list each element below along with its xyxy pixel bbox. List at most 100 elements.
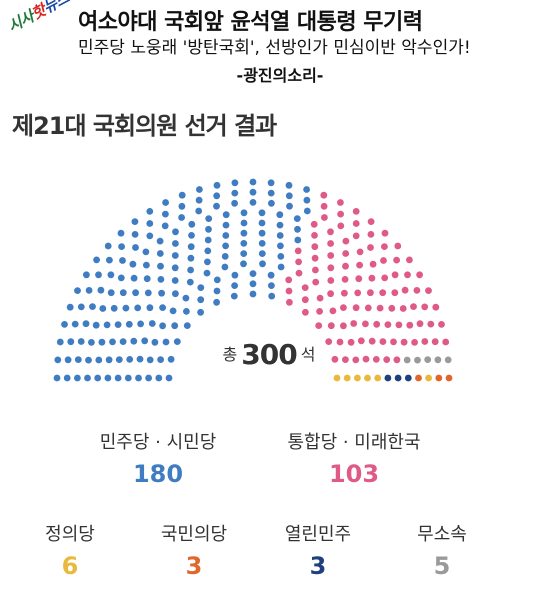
seat-dot xyxy=(425,374,432,382)
seat-dot xyxy=(142,248,150,256)
chart-title: 제21대 국회의원 선거 결과 xyxy=(12,112,277,140)
seat-dot xyxy=(240,260,247,268)
seat-dot xyxy=(144,289,152,297)
seat-dot xyxy=(367,218,375,226)
seat-dot xyxy=(240,250,248,257)
seat-dot xyxy=(172,290,179,298)
seat-dot xyxy=(95,271,102,279)
seat-dot xyxy=(369,260,377,268)
seat-dot xyxy=(342,356,349,363)
seat-dot xyxy=(341,289,348,297)
seat-dot xyxy=(293,215,301,223)
seat-dot xyxy=(410,303,417,310)
header: 시사핫뉴스 여소야대 국회앞 윤석열 대통령 무기력 민주당 노웅래 '방탄국회… xyxy=(0,0,560,92)
seat-dot xyxy=(159,304,167,311)
seat-dot xyxy=(171,252,179,259)
seat-dot xyxy=(445,374,453,382)
seat-dot xyxy=(404,271,411,279)
seat-dot xyxy=(63,374,71,382)
seat-dot xyxy=(301,284,309,291)
seat-dot xyxy=(186,278,194,286)
legend-value: 3 xyxy=(309,552,327,580)
seat-dot xyxy=(374,374,382,382)
seat-dot xyxy=(258,209,266,217)
seat-dot xyxy=(231,271,239,279)
seat-dot xyxy=(187,254,195,262)
seat-dot xyxy=(132,289,140,297)
seat-dot xyxy=(77,338,85,345)
seat-dot xyxy=(312,278,320,286)
seat-dot xyxy=(71,320,79,328)
seat-dot xyxy=(285,181,293,189)
seat-dot xyxy=(162,199,170,206)
seat-dot xyxy=(395,321,403,329)
seat-dot xyxy=(421,338,429,345)
seat-dot xyxy=(295,269,303,277)
seat-dot xyxy=(85,287,93,294)
seat-dot xyxy=(316,308,323,315)
seat-dot xyxy=(171,264,179,272)
seat-dot xyxy=(178,202,186,210)
seat-dot xyxy=(413,287,421,294)
seat-dot xyxy=(401,286,409,294)
seat-dot xyxy=(213,181,221,189)
seat-dot xyxy=(381,229,389,237)
seat-dot xyxy=(277,253,285,260)
seat-dot xyxy=(159,322,167,330)
seat-dot xyxy=(400,338,408,346)
seat-dot xyxy=(356,261,363,269)
seat-dot xyxy=(320,191,328,199)
seat-dot xyxy=(137,320,145,328)
seat-dot xyxy=(104,242,112,250)
legend-label: 국민의당 xyxy=(160,524,228,545)
seat-dot xyxy=(213,287,221,295)
seat-dot xyxy=(56,338,64,346)
legend-independent: 무소속 5 xyxy=(392,520,492,580)
seat-dot xyxy=(94,374,102,382)
seat-dot xyxy=(171,322,179,330)
seat-dot xyxy=(367,231,375,238)
seat-dot xyxy=(131,218,139,226)
seat-dot xyxy=(213,298,221,306)
seat-dot xyxy=(327,228,334,236)
legend-peoples: 국민의당 3 xyxy=(144,520,244,580)
seat-dot xyxy=(327,322,335,330)
seat-dot xyxy=(66,303,74,311)
total-seats: 총 300 석 xyxy=(194,338,344,371)
seat-dot xyxy=(415,374,422,382)
seat-dot xyxy=(178,191,186,199)
legend-label: 정의당 xyxy=(45,524,95,545)
seat-dot xyxy=(276,232,284,239)
seat-dot xyxy=(230,292,238,300)
seat-dot xyxy=(105,356,113,364)
seat-dot xyxy=(109,338,116,346)
seat-dot xyxy=(312,266,319,274)
seat-dot xyxy=(119,289,127,297)
seat-dot xyxy=(376,304,384,312)
seat-dot xyxy=(197,308,205,316)
seat-dot xyxy=(173,338,181,345)
seat-dot xyxy=(146,220,154,227)
seat-dot xyxy=(157,276,165,283)
legend-value: 6 xyxy=(61,552,79,580)
seat-dot xyxy=(381,274,389,282)
seat-dot xyxy=(268,199,275,207)
seat-dot xyxy=(231,199,239,207)
seat-dot xyxy=(258,229,266,237)
seat-dot xyxy=(315,322,323,329)
seat-dot xyxy=(327,290,334,298)
seat-dot xyxy=(213,192,221,200)
seat-dot xyxy=(240,240,248,247)
seat-dot xyxy=(122,304,130,312)
source-label: -광진의소리- xyxy=(236,66,324,85)
seat-dot xyxy=(178,214,186,221)
seat-dot xyxy=(183,308,190,315)
seat-dot xyxy=(354,289,362,297)
seat-dot xyxy=(311,232,318,239)
seat-dot xyxy=(240,219,248,227)
seat-dot xyxy=(171,277,179,284)
seat-dot xyxy=(394,374,402,382)
seat-dot xyxy=(110,304,118,312)
legend-label: 민주당 · 시민당 xyxy=(99,432,217,453)
seat-dot xyxy=(188,220,196,228)
